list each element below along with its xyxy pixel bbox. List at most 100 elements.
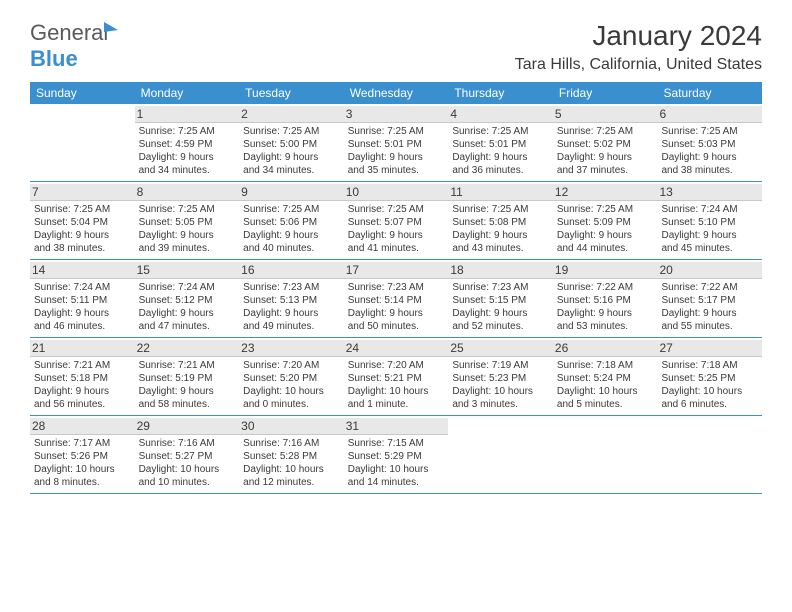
day-info: Sunrise: 7:20 AMSunset: 5:21 PMDaylight:… — [348, 359, 445, 411]
day-number: 22 — [135, 340, 240, 357]
info-line: Daylight: 9 hours — [348, 307, 445, 320]
day-cell: 1Sunrise: 7:25 AMSunset: 4:59 PMDaylight… — [135, 104, 240, 181]
info-line: Sunset: 5:06 PM — [243, 216, 340, 229]
day-number: 4 — [448, 106, 553, 123]
day-cell: 9Sunrise: 7:25 AMSunset: 5:06 PMDaylight… — [239, 182, 344, 259]
info-line: Sunrise: 7:18 AM — [661, 359, 758, 372]
day-info: Sunrise: 7:25 AMSunset: 5:07 PMDaylight:… — [348, 203, 445, 255]
info-line: Sunset: 5:01 PM — [452, 138, 549, 151]
day-header: Saturday — [657, 82, 762, 104]
info-line: Sunset: 5:09 PM — [557, 216, 654, 229]
info-line: Sunrise: 7:22 AM — [661, 281, 758, 294]
day-info: Sunrise: 7:24 AMSunset: 5:10 PMDaylight:… — [661, 203, 758, 255]
info-line: Daylight: 9 hours — [139, 307, 236, 320]
info-line: Sunrise: 7:25 AM — [243, 125, 340, 138]
weeks-container: 1Sunrise: 7:25 AMSunset: 4:59 PMDaylight… — [30, 104, 762, 494]
info-line: Sunset: 5:02 PM — [557, 138, 654, 151]
info-line: Sunset: 5:03 PM — [661, 138, 758, 151]
week-row: 21Sunrise: 7:21 AMSunset: 5:18 PMDayligh… — [30, 338, 762, 416]
info-line: and 58 minutes. — [139, 398, 236, 411]
day-header-row: Sunday Monday Tuesday Wednesday Thursday… — [30, 82, 762, 104]
info-line: Sunrise: 7:24 AM — [139, 281, 236, 294]
info-line: and 44 minutes. — [557, 242, 654, 255]
day-cell: 19Sunrise: 7:22 AMSunset: 5:16 PMDayligh… — [553, 260, 658, 337]
info-line: and 56 minutes. — [34, 398, 131, 411]
day-cell — [448, 416, 553, 493]
day-cell: 7 Sunrise: 7:25 AMSunset: 5:04 PMDaylight… — [30, 182, 135, 259]
day-info: Sunrise: 7:19 AMSunset: 5:23 PMDaylight:… — [452, 359, 549, 411]
info-line: Daylight: 9 hours — [557, 151, 654, 164]
info-line: Daylight: 9 hours — [557, 307, 654, 320]
info-line: Sunrise: 7:22 AM — [557, 281, 654, 294]
info-line: and 14 minutes. — [348, 476, 445, 489]
day-cell: 30Sunrise: 7:16 AMSunset: 5:28 PMDayligh… — [239, 416, 344, 493]
day-number: 9 — [239, 184, 344, 201]
info-line: Sunrise: 7:23 AM — [452, 281, 549, 294]
day-cell — [30, 104, 135, 181]
info-line: Sunset: 5:24 PM — [557, 372, 654, 385]
info-line: and 52 minutes. — [452, 320, 549, 333]
info-line: Daylight: 9 hours — [661, 151, 758, 164]
day-number: 31 — [344, 418, 449, 435]
day-cell: 15Sunrise: 7:24 AMSunset: 5:12 PMDayligh… — [135, 260, 240, 337]
day-info: Sunrise: 7:25 AMSunset: 5:04 PMDaylight:… — [34, 203, 131, 255]
info-line: Daylight: 9 hours — [452, 151, 549, 164]
day-number: 23 — [239, 340, 344, 357]
day-cell — [657, 416, 762, 493]
info-line: Sunrise: 7:25 AM — [452, 125, 549, 138]
day-cell: 21Sunrise: 7:21 AMSunset: 5:18 PMDayligh… — [30, 338, 135, 415]
day-number: 7 — [30, 184, 135, 201]
info-line: Daylight: 9 hours — [34, 307, 131, 320]
day-cell: 4 Sunrise: 7:25 AMSunset: 5:01 PMDaylight… — [448, 104, 553, 181]
day-number: 28 — [30, 418, 135, 435]
day-info: Sunrise: 7:15 AMSunset: 5:29 PMDaylight:… — [348, 437, 445, 489]
info-line: Sunset: 4:59 PM — [139, 138, 236, 151]
calendar: Sunday Monday Tuesday Wednesday Thursday… — [30, 82, 762, 494]
info-line: and 35 minutes. — [348, 164, 445, 177]
info-line: Daylight: 10 hours — [557, 385, 654, 398]
info-line: and 36 minutes. — [452, 164, 549, 177]
info-line: Sunset: 5:12 PM — [139, 294, 236, 307]
day-cell: 31 Sunrise: 7:15 AMSunset: 5:29 PMDayligh… — [344, 416, 449, 493]
info-line: and 1 minute. — [348, 398, 445, 411]
info-line: and 38 minutes. — [661, 164, 758, 177]
page-subtitle: Tara Hills, California, United States — [515, 56, 762, 74]
info-line: Daylight: 9 hours — [243, 151, 340, 164]
info-line: Sunrise: 7:24 AM — [34, 281, 131, 294]
info-line: Daylight: 9 hours — [243, 229, 340, 242]
day-cell: 16Sunrise: 7:23 AMSunset: 5:13 PMDayligh… — [239, 260, 344, 337]
day-info: Sunrise: 7:25 AMSunset: 5:03 PMDaylight:… — [661, 125, 758, 177]
info-line: Daylight: 10 hours — [34, 463, 131, 476]
info-line: Sunrise: 7:25 AM — [348, 125, 445, 138]
day-cell: 6Sunrise: 7:25 AMSunset: 5:03 PMDaylight… — [657, 104, 762, 181]
info-line: Sunrise: 7:20 AM — [243, 359, 340, 372]
day-header: Thursday — [448, 82, 553, 104]
info-line: and 50 minutes. — [348, 320, 445, 333]
day-cell — [553, 416, 658, 493]
day-info: Sunrise: 7:23 AMSunset: 5:13 PMDaylight:… — [243, 281, 340, 333]
info-line: and 34 minutes. — [139, 164, 236, 177]
info-line: and 5 minutes. — [557, 398, 654, 411]
day-info: Sunrise: 7:25 AMSunset: 5:02 PMDaylight:… — [557, 125, 654, 177]
info-line: Sunrise: 7:25 AM — [139, 125, 236, 138]
day-number: 3 — [344, 106, 449, 123]
day-cell: 24Sunrise: 7:20 AMSunset: 5:21 PMDayligh… — [344, 338, 449, 415]
day-number: 2 — [239, 106, 344, 123]
info-line: Sunset: 5:14 PM — [348, 294, 445, 307]
info-line: Sunset: 5:16 PM — [557, 294, 654, 307]
day-cell: 12Sunrise: 7:25 AMSunset: 5:09 PMDayligh… — [553, 182, 658, 259]
day-cell: 29Sunrise: 7:16 AMSunset: 5:27 PMDayligh… — [135, 416, 240, 493]
day-cell: 8Sunrise: 7:25 AMSunset: 5:05 PMDaylight… — [135, 182, 240, 259]
info-line: and 43 minutes. — [452, 242, 549, 255]
day-cell: 18Sunrise: 7:23 AMSunset: 5:15 PMDayligh… — [448, 260, 553, 337]
day-info: Sunrise: 7:21 AMSunset: 5:19 PMDaylight:… — [139, 359, 236, 411]
info-line: Sunset: 5:10 PM — [661, 216, 758, 229]
week-row: 28Sunrise: 7:17 AMSunset: 5:26 PMDayligh… — [30, 416, 762, 494]
logo-arrow-icon — [104, 22, 118, 32]
day-info: Sunrise: 7:25 AMSunset: 5:09 PMDaylight:… — [557, 203, 654, 255]
info-line: Daylight: 10 hours — [661, 385, 758, 398]
info-line: Daylight: 10 hours — [452, 385, 549, 398]
info-line: Sunset: 5:05 PM — [139, 216, 236, 229]
day-header: Monday — [135, 82, 240, 104]
info-line: Sunrise: 7:25 AM — [557, 125, 654, 138]
